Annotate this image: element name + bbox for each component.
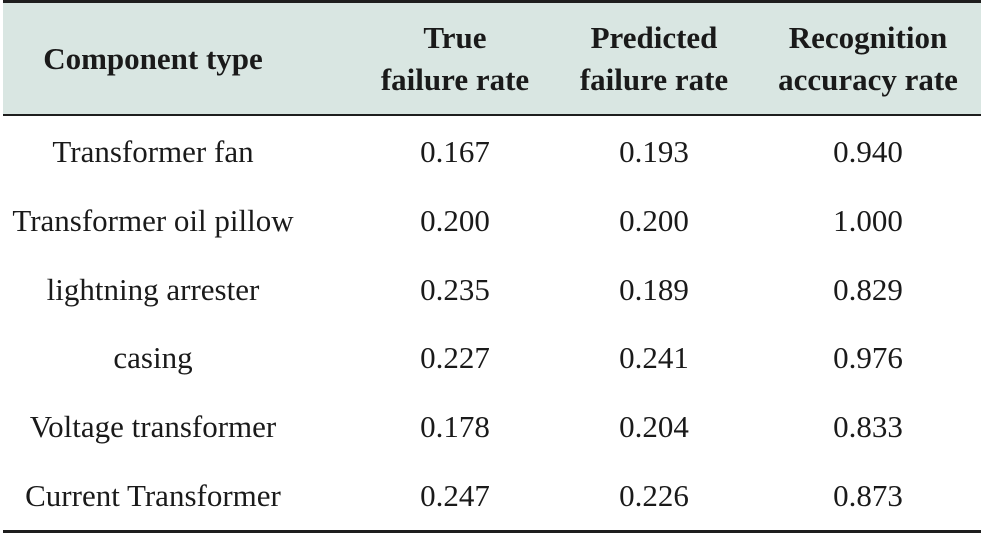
cell-predicted-failure-rate: 0.204 bbox=[619, 409, 689, 445]
table-row: Voltage transformer 0.178 0.204 0.833 bbox=[3, 393, 981, 462]
cell-predicted-failure-rate: 0.226 bbox=[619, 477, 689, 513]
cell-recognition-accuracy-rate: 1.000 bbox=[833, 203, 903, 239]
header-recognition-accuracy-rate: Recognition accuracy rate bbox=[778, 19, 958, 97]
cell-true-failure-rate: 0.227 bbox=[420, 340, 490, 376]
cell-component-type: casing bbox=[113, 340, 193, 376]
cell-true-failure-rate: 0.178 bbox=[420, 409, 490, 445]
cell-true-failure-rate: 0.200 bbox=[420, 203, 490, 239]
header-predicted-failure-rate: Predicted failure rate bbox=[579, 19, 729, 97]
table-row: casing 0.227 0.241 0.976 bbox=[3, 324, 981, 393]
cell-recognition-accuracy-rate: 0.976 bbox=[833, 340, 903, 376]
table-top-rule bbox=[3, 0, 981, 3]
cell-predicted-failure-rate: 0.193 bbox=[619, 134, 689, 170]
cell-true-failure-rate: 0.167 bbox=[420, 134, 490, 170]
table-row: Current Transformer 0.247 0.226 0.873 bbox=[3, 461, 981, 530]
cell-predicted-failure-rate: 0.241 bbox=[619, 340, 689, 376]
table-body: Transformer fan 0.167 0.193 0.940 Transf… bbox=[3, 116, 981, 530]
table-row: Transformer oil pillow 0.200 0.200 1.000 bbox=[3, 187, 981, 256]
cell-predicted-failure-rate: 0.189 bbox=[619, 271, 689, 307]
cell-recognition-accuracy-rate: 0.829 bbox=[833, 271, 903, 307]
header-component-type: Component type bbox=[43, 40, 263, 76]
cell-predicted-failure-rate: 0.200 bbox=[619, 203, 689, 239]
cell-component-type: Current Transformer bbox=[25, 477, 281, 513]
cell-true-failure-rate: 0.247 bbox=[420, 477, 490, 513]
table-row: Transformer fan 0.167 0.193 0.940 bbox=[3, 118, 981, 187]
cell-recognition-accuracy-rate: 0.873 bbox=[833, 477, 903, 513]
header-true-failure-rate: True failure rate bbox=[380, 19, 530, 97]
cell-component-type: lightning arrester bbox=[46, 271, 260, 307]
table-header-rule bbox=[3, 114, 981, 116]
cell-true-failure-rate: 0.235 bbox=[420, 271, 490, 307]
cell-component-type: Voltage transformer bbox=[29, 409, 277, 445]
failure-rate-table: Component type True failure rate Predict… bbox=[3, 0, 981, 533]
cell-component-type: Transformer oil pillow bbox=[12, 203, 294, 239]
cell-recognition-accuracy-rate: 0.940 bbox=[833, 134, 903, 170]
cell-component-type: Transformer fan bbox=[52, 134, 254, 170]
table-row: lightning arrester 0.235 0.189 0.829 bbox=[3, 255, 981, 324]
cell-recognition-accuracy-rate: 0.833 bbox=[833, 409, 903, 445]
table-header-row: Component type True failure rate Predict… bbox=[3, 3, 981, 114]
